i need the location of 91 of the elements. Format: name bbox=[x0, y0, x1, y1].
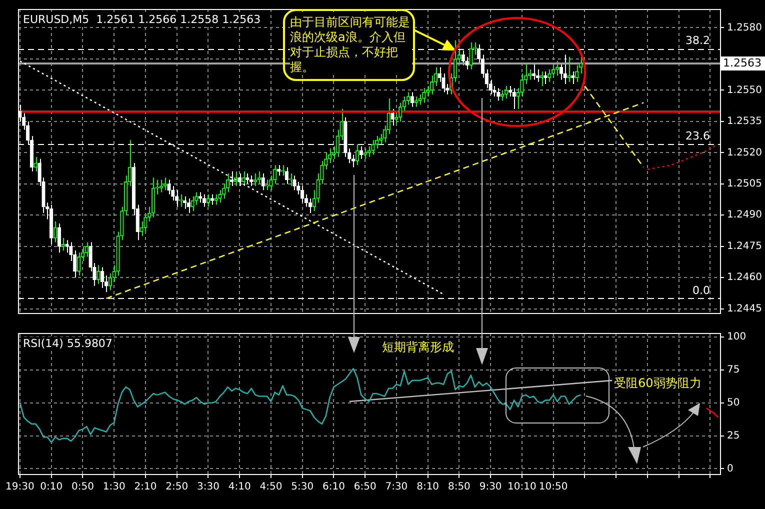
annotation: 受阻60弱势阻力 bbox=[614, 376, 702, 391]
line-series bbox=[646, 144, 719, 170]
y-tick-label: 1.2580 bbox=[727, 22, 762, 34]
candlestick bbox=[355, 144, 360, 166]
candlestick bbox=[496, 88, 500, 102]
x-tick-label: 2:10 bbox=[134, 482, 157, 493]
candlestick bbox=[144, 212, 148, 232]
candlestick bbox=[500, 90, 504, 102]
candlestick bbox=[430, 75, 434, 95]
chart-title: EURUSD,M5 1.2561 1.2566 1.2558 1.2563 bbox=[21, 13, 263, 26]
y-tick-label: 1.2520 bbox=[727, 147, 762, 158]
annotation: 23.6 bbox=[686, 130, 710, 143]
candlestick bbox=[100, 266, 104, 289]
x-tick-label: 6:50 bbox=[354, 482, 376, 493]
y-tick-label: 1.2460 bbox=[727, 272, 762, 284]
candlestick bbox=[563, 54, 567, 84]
candlestick bbox=[175, 190, 179, 208]
candlestick bbox=[265, 179, 269, 191]
x-tick-label: 7:30 bbox=[385, 482, 408, 493]
x-tick-label: 10:10 bbox=[508, 482, 536, 493]
y-tick-label: 1.2490 bbox=[727, 210, 762, 221]
candlestick bbox=[206, 194, 210, 208]
y-tick-label: 1.2550 bbox=[727, 84, 762, 96]
candlestick bbox=[422, 88, 426, 104]
ref-line-label: 1.2563 bbox=[723, 56, 762, 70]
candlestick bbox=[167, 179, 171, 195]
x-tick-label: 1:30 bbox=[102, 482, 126, 493]
chart-title: RSI(14) 55.9807 bbox=[21, 337, 114, 350]
candlestick bbox=[140, 220, 144, 236]
candlestick bbox=[108, 272, 112, 291]
x-tick-label: 9:30 bbox=[479, 482, 502, 493]
candlestick bbox=[96, 264, 100, 284]
candlestick bbox=[300, 185, 304, 204]
candlestick bbox=[53, 220, 58, 243]
x-tick-label: 10:50 bbox=[538, 482, 568, 493]
candlestick bbox=[398, 102, 402, 122]
candlestick bbox=[469, 42, 473, 70]
y-tick-label: 25 bbox=[727, 430, 740, 442]
x-tick-label: 4:10 bbox=[228, 482, 251, 493]
y-tick-label: 1.2535 bbox=[727, 116, 762, 128]
y-tick-label: 1.2445 bbox=[727, 303, 762, 314]
candlestick bbox=[575, 64, 579, 82]
candlestick bbox=[548, 68, 552, 82]
candlestick bbox=[182, 196, 187, 210]
candlestick bbox=[418, 94, 422, 106]
candlestick bbox=[242, 170, 246, 186]
x-tick-label: 8:10 bbox=[416, 482, 440, 493]
y-tick-label: 0 bbox=[727, 463, 734, 474]
x-tick-label: 4:50 bbox=[260, 482, 282, 493]
candlestick bbox=[222, 183, 226, 199]
candlestick bbox=[163, 177, 167, 191]
x-tick-label: 8:50 bbox=[448, 482, 470, 493]
candlestick bbox=[390, 108, 394, 126]
candlestick bbox=[512, 88, 516, 110]
x-tick-label: 2:50 bbox=[166, 482, 188, 493]
candlestick bbox=[284, 166, 288, 184]
candlestick bbox=[371, 140, 375, 156]
candlestick bbox=[261, 172, 265, 191]
candlestick bbox=[214, 194, 218, 206]
y-tick-label: 50 bbox=[727, 397, 740, 408]
x-tick-label: 6:10 bbox=[322, 482, 345, 493]
candlestick bbox=[198, 192, 202, 204]
candlestick bbox=[159, 179, 163, 193]
candlestick bbox=[151, 177, 156, 218]
candlestick bbox=[218, 190, 222, 204]
x-tick-label: 0:10 bbox=[40, 482, 63, 493]
annotation: 短期背离形成 bbox=[382, 340, 454, 355]
candlestick bbox=[292, 175, 296, 191]
x-tick-label: 19:30 bbox=[6, 482, 34, 493]
y-tick-label: 75 bbox=[727, 364, 740, 376]
x-tick-label: 5:30 bbox=[291, 482, 314, 493]
y-tick-label: 1.2505 bbox=[727, 178, 762, 190]
candlestick bbox=[84, 242, 88, 258]
y-tick-label: 100 bbox=[727, 332, 746, 343]
candlestick bbox=[528, 68, 532, 80]
candlestick bbox=[288, 172, 292, 186]
candlestick bbox=[532, 62, 536, 80]
annotation: 由于目前区间有可能是浪的次级a浪。介入但对于止损点，不好把握。 bbox=[290, 15, 412, 75]
annotation: 38.2 bbox=[686, 34, 710, 47]
candlestick bbox=[202, 194, 206, 208]
y-tick-label: 1.2475 bbox=[727, 240, 762, 252]
x-tick-label: 0:50 bbox=[71, 482, 94, 493]
x-tick-label: 3:30 bbox=[196, 482, 220, 493]
candlestick bbox=[190, 196, 194, 212]
candlestick bbox=[296, 181, 300, 195]
candlestick bbox=[559, 62, 563, 80]
candlestick bbox=[178, 194, 183, 208]
candlestick bbox=[210, 194, 214, 206]
annotation: 0.0 bbox=[692, 284, 710, 297]
candlestick bbox=[551, 62, 556, 78]
candlestick bbox=[410, 92, 414, 108]
